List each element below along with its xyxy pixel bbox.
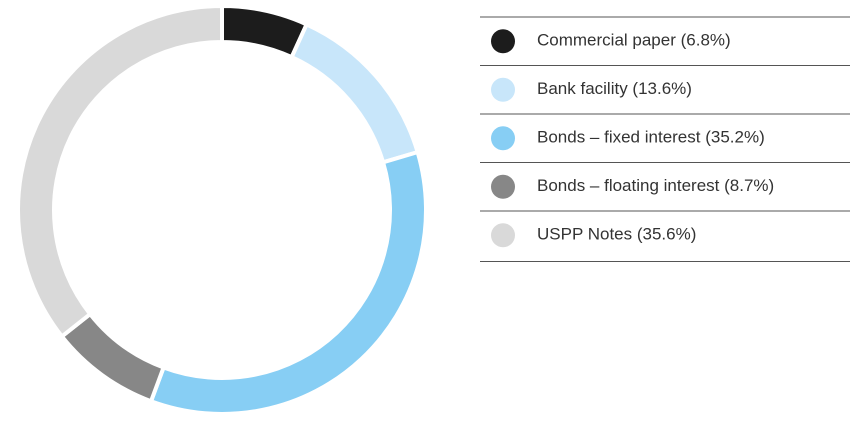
legend-swatch [491, 126, 515, 151]
legend-label: Bank facility (13.6%) [537, 79, 692, 98]
legend-swatch [491, 223, 515, 248]
legend-label: Bonds – fixed interest (35.2%) [537, 128, 765, 147]
legend-swatch [491, 29, 515, 54]
donut-segment [59, 311, 167, 404]
legend-label: Commercial paper (6.8%) [537, 31, 731, 50]
legend-swatch [491, 174, 515, 199]
donut-segment [16, 3, 224, 340]
donut-segment [289, 21, 421, 165]
legend-label: USPP Notes (35.6%) [537, 225, 696, 244]
legend-swatch [491, 77, 515, 102]
legend-label: Bonds – floating interest (8.7%) [537, 176, 774, 195]
donut-segment [148, 149, 428, 416]
